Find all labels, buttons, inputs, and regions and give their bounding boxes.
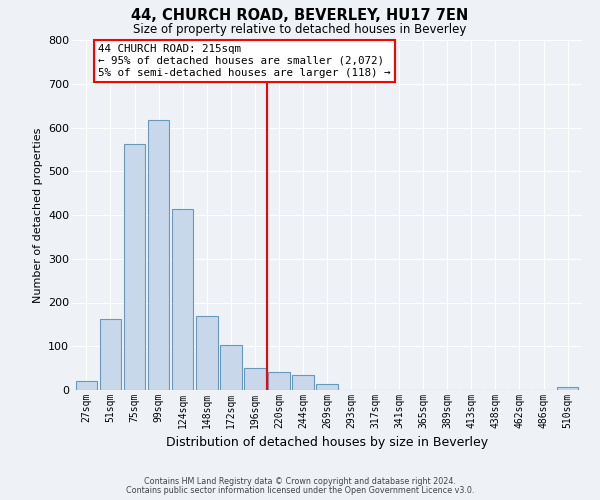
- Bar: [100, 318, 121, 390]
- Bar: [76, 381, 97, 390]
- Text: 44 CHURCH ROAD: 215sqm
← 95% of detached houses are smaller (2,072)
5% of semi-d: 44 CHURCH ROAD: 215sqm ← 95% of detached…: [98, 44, 391, 78]
- Bar: [172, 210, 193, 390]
- Bar: [124, 144, 145, 390]
- Bar: [316, 384, 338, 390]
- Bar: [196, 316, 218, 390]
- Text: Size of property relative to detached houses in Beverley: Size of property relative to detached ho…: [133, 22, 467, 36]
- Bar: [148, 120, 169, 390]
- Y-axis label: Number of detached properties: Number of detached properties: [32, 128, 43, 302]
- Bar: [268, 372, 290, 390]
- Bar: [220, 346, 242, 390]
- Bar: [557, 386, 578, 390]
- Bar: [244, 368, 266, 390]
- Text: Contains public sector information licensed under the Open Government Licence v3: Contains public sector information licen…: [126, 486, 474, 495]
- X-axis label: Distribution of detached houses by size in Beverley: Distribution of detached houses by size …: [166, 436, 488, 450]
- Bar: [292, 374, 314, 390]
- Text: Contains HM Land Registry data © Crown copyright and database right 2024.: Contains HM Land Registry data © Crown c…: [144, 478, 456, 486]
- Text: 44, CHURCH ROAD, BEVERLEY, HU17 7EN: 44, CHURCH ROAD, BEVERLEY, HU17 7EN: [131, 8, 469, 22]
